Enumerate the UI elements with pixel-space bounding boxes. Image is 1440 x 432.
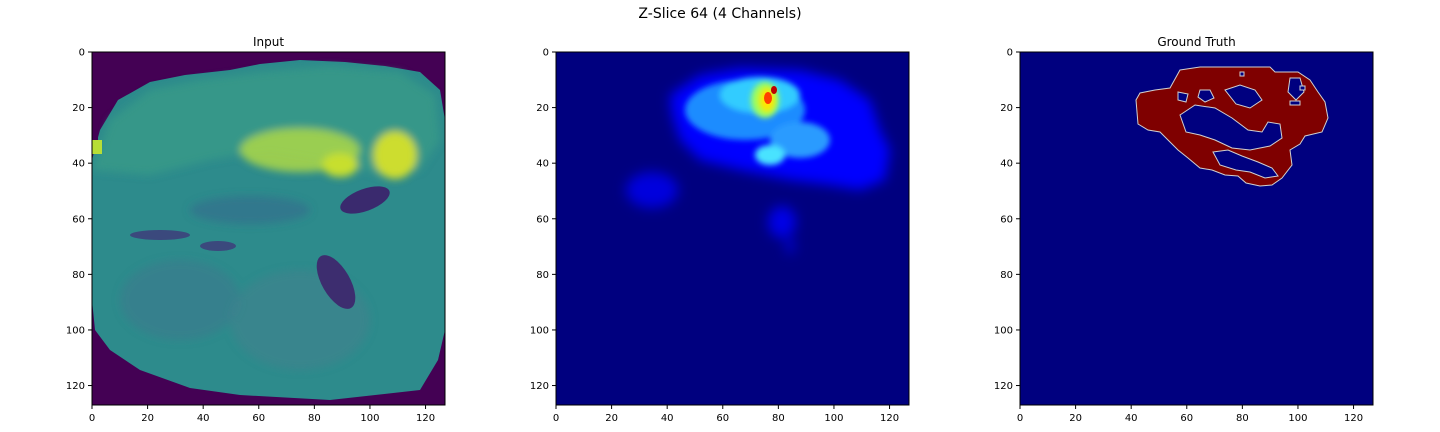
x-tick-label: 100 <box>824 413 843 424</box>
y-tick-label: 0 <box>79 48 85 59</box>
x-tick-label: 80 <box>772 413 785 424</box>
y-tick-label: 60 <box>536 214 549 225</box>
x-tick-label: 100 <box>360 413 379 424</box>
input-image <box>92 52 445 405</box>
x-tick-label: 20 <box>141 413 154 424</box>
y-tick-label: 0 <box>543 48 549 59</box>
x-tick-label: 60 <box>716 413 729 424</box>
y-tick-label: 40 <box>1000 159 1013 170</box>
y-tick-label: 40 <box>536 159 549 170</box>
ground-truth-image <box>1020 52 1373 405</box>
y-tick-label: 60 <box>1000 214 1013 225</box>
x-tick-label: 40 <box>1125 413 1138 424</box>
y-tick-label: 80 <box>72 270 85 281</box>
y-tick-label: 100 <box>994 325 1013 336</box>
input-image-axes: 0 20 40 60 80 100 120 0 20 40 60 80 100 120 <box>66 48 446 424</box>
x-tick-label: 120 <box>416 413 435 424</box>
x-tick-label: 80 <box>308 413 321 424</box>
y-tick-label: 80 <box>1000 270 1013 281</box>
y-tick-label: 20 <box>72 103 85 114</box>
x-tick-label: 0 <box>89 413 95 424</box>
x-tick-label: 80 <box>1236 413 1249 424</box>
x-tick-label: 0 <box>1017 413 1023 424</box>
x-tick-label: 60 <box>252 413 265 424</box>
x-tick-label: 0 <box>553 413 559 424</box>
y-tick-label: 100 <box>530 325 549 336</box>
y-tick-label: 120 <box>530 381 549 392</box>
y-tick-label: 20 <box>1000 103 1013 114</box>
x-tick-label: 60 <box>1180 413 1193 424</box>
x-tick-label: 100 <box>1288 413 1307 424</box>
y-tick-label: 100 <box>66 325 85 336</box>
panel-title-input: Input <box>252 35 285 49</box>
y-tick-label: 80 <box>536 270 549 281</box>
y-tick-label: 0 <box>1007 48 1013 59</box>
x-tick-label: 20 <box>1069 413 1082 424</box>
y-tick-label: 40 <box>72 159 85 170</box>
x-tick-label: 40 <box>197 413 210 424</box>
y-tick-label: 120 <box>66 381 85 392</box>
panel-title-ground-truth: Ground Truth <box>1157 35 1236 49</box>
x-tick-label: 40 <box>661 413 674 424</box>
x-tick-label: 120 <box>880 413 899 424</box>
y-tick-label: 120 <box>994 381 1013 392</box>
y-tick-label: 60 <box>72 214 85 225</box>
figure-title: Z-Slice 64 (4 Channels) <box>638 6 802 22</box>
x-tick-label: 120 <box>1344 413 1363 424</box>
prediction-image <box>556 52 909 405</box>
x-tick-label: 20 <box>605 413 618 424</box>
y-tick-label: 20 <box>536 103 549 114</box>
